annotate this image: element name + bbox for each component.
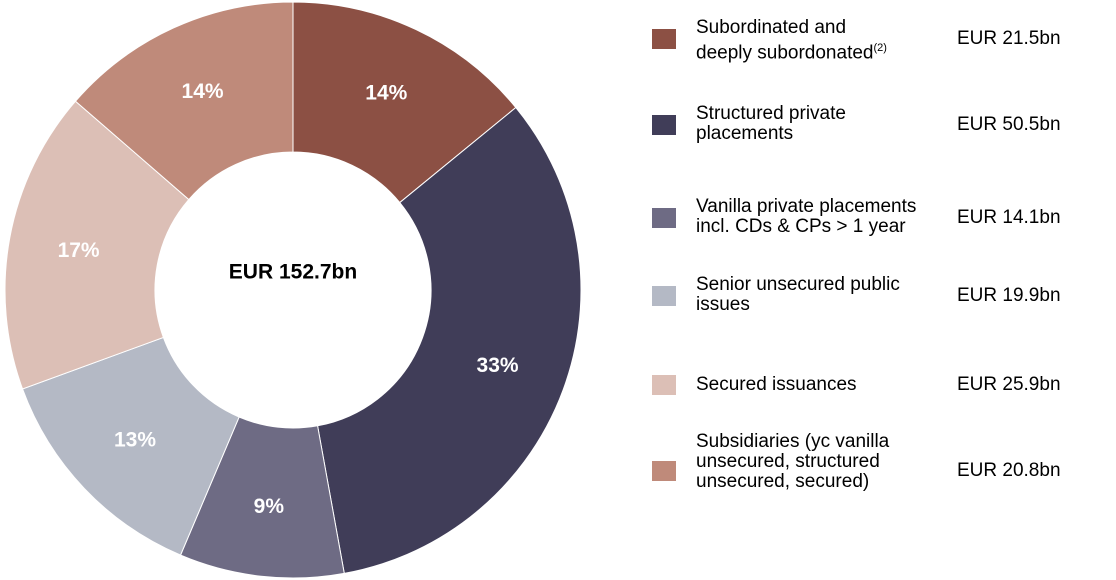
legend-label-line: issues [696,294,750,315]
legend-item-subordinated: Subordinated and deeply subordonated(2) … [652,18,1116,68]
legend-value: EUR 21.5bn [957,28,1061,49]
donut-slice-senior-unsecured [21,336,240,556]
slice-label-secured: 17% [58,239,100,262]
legend-label: Vanilla private placements incl. CDs & C… [696,197,996,237]
legend-label-line: placements [696,123,794,144]
donut-slice-secured [4,100,190,390]
legend-label-line: incl. CDs & CPs > 1 year [696,216,906,237]
donut-chart-svg: 14% 33% 9% 13% 17% 14% EUR 152.7bn [4,1,582,579]
legend-swatch [652,286,676,306]
legend-value: EUR 19.9bn [957,285,1061,306]
legend-footnote-ref: (2) [873,42,887,54]
donut-slice-structured [316,106,582,574]
legend-label-line: Secured issuances [696,374,857,395]
legend-item-structured: Structured private placements EUR 50.5bn [652,104,1116,154]
legend-label-line: Vanilla private placements [696,196,917,217]
legend-swatch [652,208,676,228]
legend-item-vanilla: Vanilla private placements incl. CDs & C… [652,197,1116,247]
legend-value: EUR 50.5bn [957,114,1061,135]
legend-value: EUR 14.1bn [957,207,1061,228]
slice-label-structured: 33% [477,354,519,377]
legend-item-subsidiaries: Subsidiaries (yc vanilla unsecured, stru… [652,432,1116,502]
legend-swatch [652,461,676,481]
legend-item-senior-unsecured: Senior unsecured public issues EUR 19.9b… [652,275,1116,325]
legend: Subordinated and deeply subordonated(2) … [652,0,1116,580]
legend-label-line: unsecured, secured) [696,471,870,492]
donut-slice-subordinated [292,1,517,204]
slice-label-senior-unsecured: 13% [114,429,156,452]
legend-label: Subordinated and deeply subordonated(2) [696,18,996,63]
legend-label-line: Senior unsecured public [696,274,900,295]
legend-label-line: unsecured, structured [696,451,880,472]
slice-label-vanilla: 9% [254,495,285,518]
donut-slice-subsidiaries [74,1,294,201]
slice-label-subsidiaries: 14% [182,80,224,103]
legend-label-line: Subordinated and [696,17,847,38]
legend-value: EUR 20.8bn [957,460,1061,481]
donut-center-total: EUR 152.7bn [229,261,357,284]
donut-chart: 14% 33% 9% 13% 17% 14% EUR 152.7bn [4,1,582,579]
legend-value: EUR 25.9bn [957,374,1061,395]
legend-label: Secured issuances [696,375,996,395]
legend-label-line: Structured private [696,103,846,124]
legend-label: Structured private placements [696,104,996,144]
slice-label-subordinated: 14% [365,81,407,104]
legend-label-line: Subsidiaries (yc vanilla [696,431,890,452]
legend-label: Senior unsecured public issues [696,275,996,315]
legend-item-secured: Secured issuances EUR 25.9bn [652,374,1116,398]
legend-label-line: deeply subordonated [696,42,874,64]
legend-swatch [652,29,676,49]
legend-swatch [652,115,676,135]
legend-label: Subsidiaries (yc vanilla unsecured, stru… [696,432,996,492]
legend-swatch [652,375,676,395]
